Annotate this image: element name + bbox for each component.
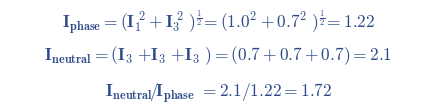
Text: $\mathbf{I_{neutral}\!/\!I_{phase}\ = 2.1/1.22 = 1.72}$: $\mathbf{I_{neutral}\!/\!I_{phase}\ = 2.… xyxy=(105,81,332,105)
Text: $\mathbf{I_{phase} = ( I_1^{\ 2} + I_3^{\ 2}\ )^{\frac{1}{2}}\!= (1.0^{2} + 0.7^: $\mathbf{I_{phase} = ( I_1^{\ 2} + I_3^{… xyxy=(62,9,375,37)
Text: $\mathbf{I_{neutral} = ( I_3\ {+}I_3\ {+}I_3\ ) = (0.7 + 0.7 + 0.7) = 2.1}$: $\mathbf{I_{neutral} = ( I_3\ {+}I_3\ {+… xyxy=(45,45,392,67)
